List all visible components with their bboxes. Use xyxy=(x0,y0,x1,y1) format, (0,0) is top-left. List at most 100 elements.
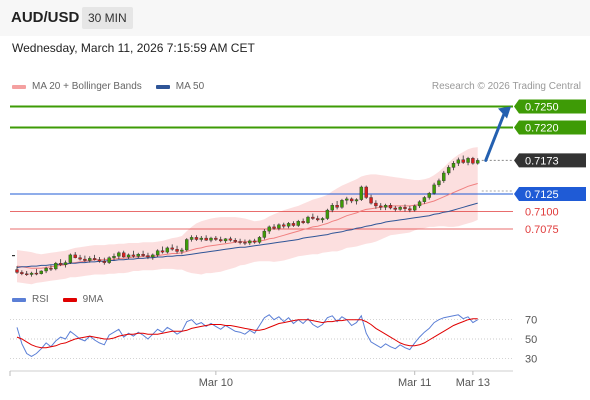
bollinger-band-layer xyxy=(17,147,478,285)
candle xyxy=(388,203,393,210)
candle-body xyxy=(107,257,111,263)
candle xyxy=(320,217,325,223)
candle-body xyxy=(175,249,179,252)
timestamp-text: Wednesday, March 11, 2026 7:15:59 AM CET xyxy=(12,41,255,55)
candle xyxy=(73,252,77,259)
candle-body xyxy=(316,218,320,221)
legend-item-ma20: MA 20 + Bollinger Bands xyxy=(12,81,142,92)
candle-body xyxy=(29,272,34,275)
candle xyxy=(175,245,179,254)
candle-body xyxy=(257,237,262,243)
level-lines-layer xyxy=(10,105,513,230)
legend-swatch-rsi xyxy=(12,297,26,302)
candle-body xyxy=(262,230,267,238)
rsi-tick-label: 30 xyxy=(525,353,537,365)
candle-body xyxy=(15,269,19,273)
candle-body xyxy=(44,268,48,272)
candle xyxy=(54,261,58,271)
candle-body xyxy=(233,239,237,242)
candle xyxy=(252,238,257,244)
candle-body xyxy=(471,158,475,164)
candle xyxy=(88,256,92,263)
x-tick-label: Mar 10 xyxy=(199,377,233,389)
candle-body xyxy=(296,221,300,226)
legend-item-rsi: RSI xyxy=(12,294,49,305)
candle xyxy=(68,253,73,264)
candle xyxy=(398,205,402,211)
legend-swatch-9ma xyxy=(62,297,77,302)
candle xyxy=(83,255,87,262)
candle xyxy=(325,208,330,220)
candle-body xyxy=(442,172,446,181)
candle xyxy=(102,257,107,265)
candle-body xyxy=(126,254,131,258)
candle-body xyxy=(199,237,204,240)
candle xyxy=(311,213,315,220)
candle-body xyxy=(180,249,184,252)
candle-body xyxy=(466,158,470,163)
candle xyxy=(301,218,305,225)
candle-body xyxy=(451,162,456,168)
legend-swatch-ma50 xyxy=(155,84,170,89)
candle xyxy=(218,236,223,243)
candle-body xyxy=(340,200,344,208)
candle-body xyxy=(349,198,354,202)
candle xyxy=(204,235,208,241)
candle xyxy=(209,236,213,243)
level-label-target: 0.7220 xyxy=(514,120,586,135)
candle-body xyxy=(267,226,271,232)
level-label-text: 0.7075 xyxy=(525,224,559,236)
candle xyxy=(417,200,422,208)
candle-body xyxy=(301,221,305,223)
candle-body xyxy=(223,238,228,242)
candle xyxy=(136,252,140,259)
rsi-line xyxy=(16,314,478,357)
projection-layer xyxy=(484,106,511,162)
candle-body xyxy=(92,258,97,260)
candle xyxy=(291,221,296,227)
candle xyxy=(349,197,354,204)
candle-body xyxy=(34,272,39,275)
candle-body xyxy=(68,254,73,263)
candle xyxy=(437,178,441,187)
candle xyxy=(44,266,48,274)
level-label-text: 0.7250 xyxy=(525,102,559,114)
x-tick-label: Mar 11 xyxy=(398,377,431,389)
candle-body xyxy=(20,272,24,274)
candle-body xyxy=(185,239,189,251)
candle xyxy=(442,170,446,183)
candle xyxy=(15,266,19,274)
candle-body xyxy=(248,240,252,244)
level-label-bg xyxy=(514,153,586,168)
legend-swatch-ma20 xyxy=(12,84,26,89)
candle-body xyxy=(417,201,422,207)
candle xyxy=(63,260,68,268)
candle xyxy=(354,198,359,205)
candle xyxy=(141,250,145,257)
candle xyxy=(456,157,461,166)
candle-body xyxy=(272,226,276,229)
candle xyxy=(451,161,456,171)
candle-body xyxy=(88,258,92,261)
level-label-current: 0.7173 xyxy=(514,153,586,168)
rsi-panel: 70 50 30 xyxy=(10,314,537,365)
candle-body xyxy=(228,238,233,241)
candle xyxy=(117,251,121,260)
candle-body xyxy=(243,242,247,244)
candle-body xyxy=(456,159,461,164)
candle-body xyxy=(141,253,145,256)
candle xyxy=(476,158,480,165)
candle-body xyxy=(209,237,213,241)
price-legend: MA 20 + Bollinger Bands MA 50 xyxy=(12,81,218,92)
candle-body xyxy=(291,223,296,226)
candle xyxy=(374,200,378,209)
candle-body xyxy=(83,258,87,261)
candle xyxy=(461,155,465,164)
candle-body xyxy=(73,254,77,258)
timeframe-badge[interactable]: 30 MIN xyxy=(82,7,133,29)
candle-body xyxy=(102,261,107,263)
legend-label-ma50: MA 50 xyxy=(175,81,205,92)
candle xyxy=(151,253,155,260)
level-label-bg xyxy=(514,187,586,201)
